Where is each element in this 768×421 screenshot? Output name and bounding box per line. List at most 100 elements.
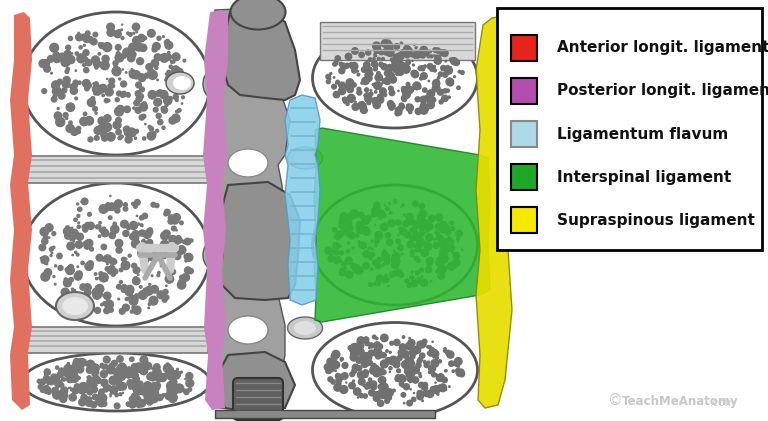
Circle shape bbox=[78, 377, 81, 379]
Circle shape bbox=[90, 247, 94, 251]
Circle shape bbox=[402, 97, 407, 101]
Circle shape bbox=[95, 225, 100, 229]
Circle shape bbox=[131, 371, 138, 378]
Circle shape bbox=[71, 87, 74, 90]
Circle shape bbox=[358, 212, 364, 218]
Circle shape bbox=[327, 251, 329, 253]
Circle shape bbox=[426, 230, 429, 232]
Circle shape bbox=[66, 231, 68, 232]
Circle shape bbox=[56, 118, 65, 126]
Circle shape bbox=[455, 368, 460, 373]
Bar bbox=[25, 327, 208, 353]
Circle shape bbox=[59, 368, 65, 373]
Circle shape bbox=[399, 358, 402, 360]
Circle shape bbox=[377, 234, 379, 237]
Circle shape bbox=[173, 371, 179, 378]
Circle shape bbox=[333, 77, 335, 78]
Circle shape bbox=[333, 361, 339, 369]
Circle shape bbox=[347, 86, 353, 93]
Circle shape bbox=[356, 234, 359, 237]
Circle shape bbox=[51, 96, 57, 102]
Circle shape bbox=[161, 394, 165, 397]
Circle shape bbox=[75, 52, 78, 55]
Circle shape bbox=[61, 55, 69, 63]
Circle shape bbox=[147, 132, 155, 140]
Circle shape bbox=[442, 224, 449, 231]
Circle shape bbox=[128, 368, 134, 373]
Circle shape bbox=[410, 238, 414, 241]
Circle shape bbox=[365, 72, 370, 78]
Circle shape bbox=[133, 396, 138, 401]
Circle shape bbox=[129, 297, 138, 305]
Circle shape bbox=[112, 67, 121, 76]
Circle shape bbox=[375, 280, 380, 285]
Circle shape bbox=[422, 88, 427, 92]
Circle shape bbox=[45, 224, 53, 232]
Circle shape bbox=[131, 364, 137, 369]
Circle shape bbox=[84, 67, 89, 73]
Circle shape bbox=[132, 231, 140, 238]
Circle shape bbox=[443, 350, 446, 352]
Circle shape bbox=[442, 377, 447, 383]
Circle shape bbox=[359, 355, 366, 363]
Circle shape bbox=[385, 254, 389, 258]
Circle shape bbox=[170, 378, 177, 386]
Circle shape bbox=[435, 271, 438, 272]
Circle shape bbox=[379, 217, 382, 219]
Circle shape bbox=[389, 105, 393, 109]
Circle shape bbox=[83, 50, 89, 56]
Circle shape bbox=[405, 367, 409, 371]
Circle shape bbox=[64, 227, 72, 236]
Circle shape bbox=[129, 71, 132, 74]
Circle shape bbox=[94, 127, 102, 134]
Circle shape bbox=[348, 235, 349, 237]
Circle shape bbox=[399, 350, 406, 357]
Circle shape bbox=[339, 83, 340, 85]
Circle shape bbox=[382, 276, 389, 283]
Circle shape bbox=[142, 114, 146, 118]
Circle shape bbox=[161, 264, 164, 267]
Circle shape bbox=[119, 309, 125, 314]
Circle shape bbox=[147, 228, 152, 232]
Circle shape bbox=[324, 364, 332, 371]
Circle shape bbox=[419, 224, 426, 231]
Circle shape bbox=[364, 353, 372, 361]
Circle shape bbox=[128, 297, 131, 300]
Circle shape bbox=[78, 222, 80, 224]
Circle shape bbox=[83, 296, 91, 304]
Circle shape bbox=[104, 308, 110, 314]
Circle shape bbox=[173, 213, 180, 221]
Circle shape bbox=[111, 378, 113, 381]
Circle shape bbox=[406, 83, 410, 86]
Circle shape bbox=[116, 117, 121, 123]
Circle shape bbox=[51, 81, 60, 89]
Circle shape bbox=[85, 400, 92, 406]
Circle shape bbox=[48, 56, 54, 62]
Circle shape bbox=[446, 89, 449, 92]
Circle shape bbox=[137, 274, 139, 275]
Circle shape bbox=[119, 280, 122, 284]
Circle shape bbox=[104, 300, 113, 309]
Circle shape bbox=[343, 97, 347, 102]
Circle shape bbox=[78, 359, 87, 366]
Circle shape bbox=[71, 227, 73, 229]
Circle shape bbox=[104, 364, 107, 368]
Circle shape bbox=[375, 224, 376, 226]
Circle shape bbox=[439, 100, 443, 104]
Circle shape bbox=[78, 32, 79, 34]
Circle shape bbox=[133, 32, 134, 34]
Circle shape bbox=[101, 304, 103, 306]
Ellipse shape bbox=[203, 241, 223, 269]
Circle shape bbox=[177, 238, 182, 243]
Circle shape bbox=[143, 394, 146, 396]
Circle shape bbox=[41, 60, 49, 67]
Circle shape bbox=[45, 369, 50, 375]
Circle shape bbox=[58, 117, 62, 122]
Circle shape bbox=[425, 221, 429, 225]
Circle shape bbox=[411, 254, 414, 257]
Circle shape bbox=[410, 349, 416, 356]
Circle shape bbox=[418, 260, 421, 262]
Circle shape bbox=[49, 248, 53, 251]
Circle shape bbox=[384, 393, 391, 400]
Circle shape bbox=[382, 40, 389, 47]
